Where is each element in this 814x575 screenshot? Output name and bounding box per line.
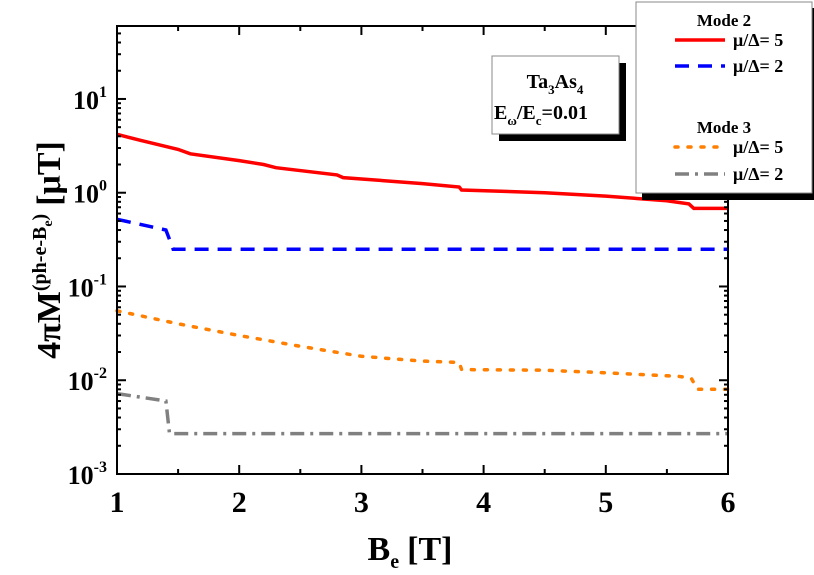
legend-entry: μ/Δ= 2 xyxy=(675,164,783,184)
series-line-1 xyxy=(116,217,728,251)
x-tick-label: 4 xyxy=(476,486,491,519)
y-tick-label: 10-1 xyxy=(68,271,107,302)
y-tick-label: 101 xyxy=(73,84,107,115)
series-line-0 xyxy=(116,132,728,211)
legend-group-title: Mode 3 xyxy=(697,118,751,137)
x-tick-label: 5 xyxy=(598,486,613,519)
legend-label: μ/Δ= 2 xyxy=(733,56,783,76)
svg-text:Eω/Ec=0.01: Eω/Ec=0.01 xyxy=(494,102,588,128)
y-tick-label: 10-2 xyxy=(68,365,107,396)
legend-entry: μ/Δ= 5 xyxy=(673,137,783,157)
legend-entry: μ/Δ= 5 xyxy=(675,30,783,50)
legend-entry: μ/Δ= 2 xyxy=(675,56,783,76)
series-line-2 xyxy=(115,309,730,392)
x-tick-label: 1 xyxy=(110,486,125,519)
x-tick-label: 3 xyxy=(354,486,369,519)
x-tick-label: 2 xyxy=(232,486,247,519)
y-axis-label: 4πM(ph-e-Be)[μT] xyxy=(29,141,68,359)
y-tick-label: 100 xyxy=(73,178,107,209)
svg-text:Ta3As4: Ta3As4 xyxy=(527,71,584,97)
legend: Mode 2 Mode 3 μ/Δ= 5 μ/Δ= 2 μ/Δ= 5 μ/Δ= 2 xyxy=(635,1,814,200)
x-axis-label: Be [T] xyxy=(368,531,453,570)
y-tick-label: 10-3 xyxy=(68,459,107,490)
legend-label: μ/Δ= 2 xyxy=(733,164,783,184)
x-tick-label: 6 xyxy=(721,486,736,519)
legend-group-title: Mode 2 xyxy=(697,11,751,30)
legend-label: μ/Δ= 5 xyxy=(733,30,783,50)
annotation-box: Ta3As4 Eω/Ec=0.01 xyxy=(491,55,626,141)
legend-label: μ/Δ= 5 xyxy=(733,137,783,157)
series-line-3 xyxy=(116,391,728,436)
